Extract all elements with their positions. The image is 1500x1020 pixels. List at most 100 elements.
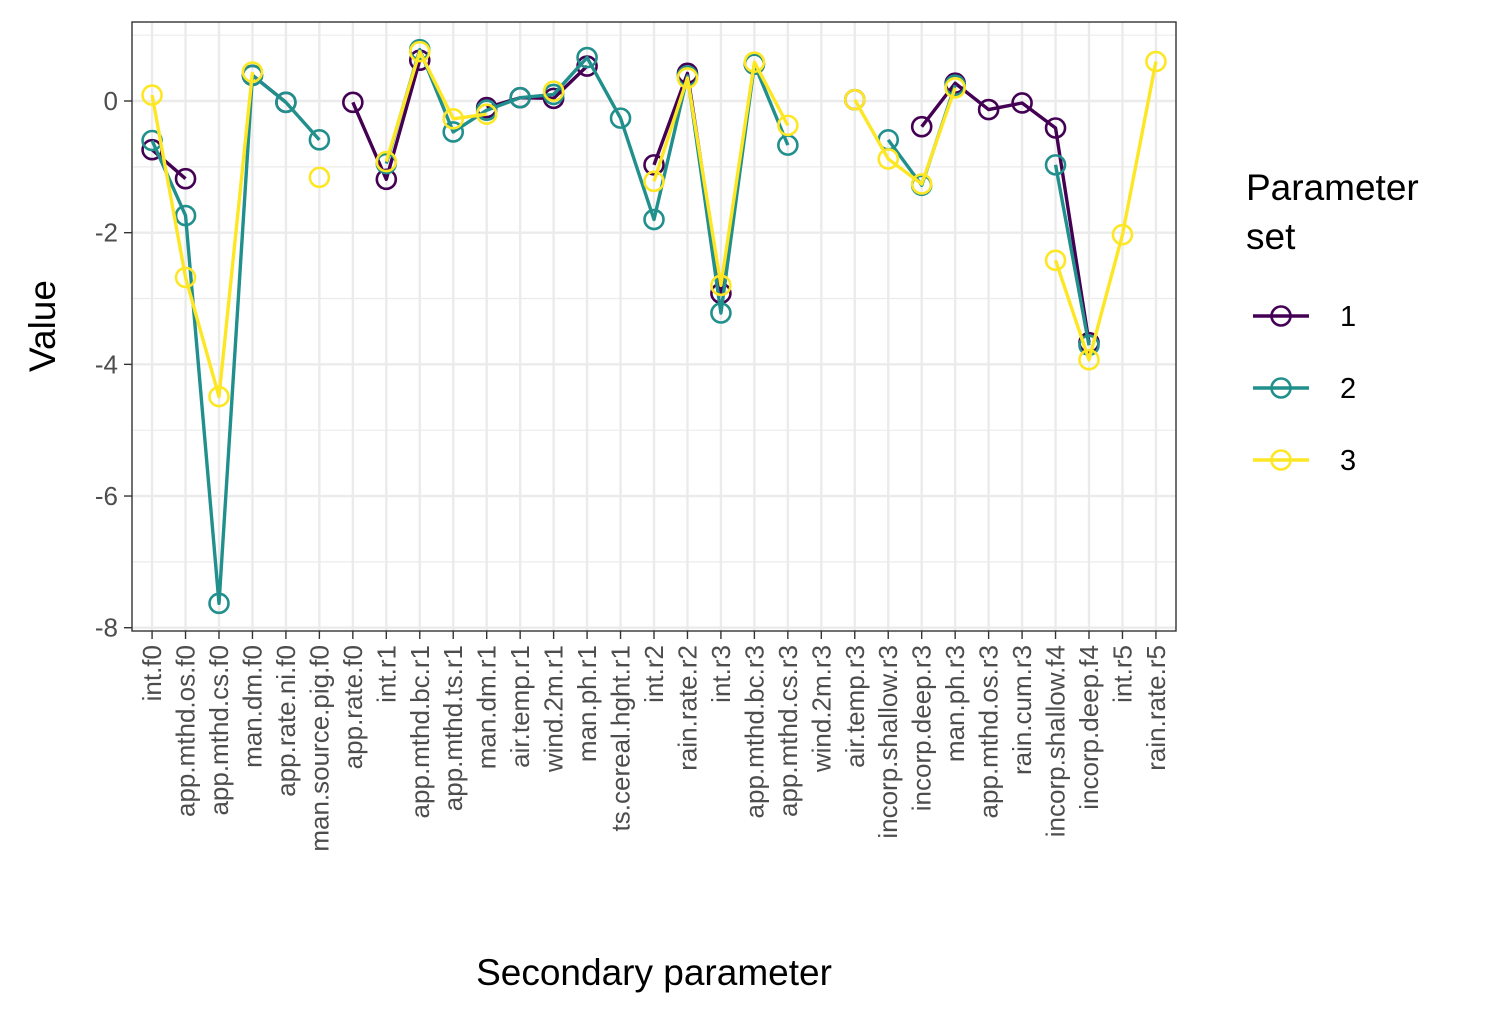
data-point xyxy=(174,167,197,190)
x-tick-label: wind.2m.r3 xyxy=(806,645,836,773)
legend-item: 1 xyxy=(1253,301,1356,333)
data-point xyxy=(576,46,598,69)
x-tick-label: app.rate.f0 xyxy=(338,645,368,769)
x-tick-label: incorp.shallow.f4 xyxy=(1041,645,1071,837)
data-point xyxy=(342,91,364,114)
x-tick-label: air.temp.r3 xyxy=(840,645,870,768)
data-point xyxy=(609,107,632,129)
data-point xyxy=(241,61,264,83)
series-line xyxy=(1053,61,1158,362)
y-tick-label: 0 xyxy=(104,86,118,116)
data-point xyxy=(442,121,465,143)
x-tick-label: app.mthd.os.f0 xyxy=(171,645,201,817)
data-point xyxy=(375,150,398,173)
series-line xyxy=(1053,164,1091,346)
data-point xyxy=(1145,50,1167,73)
legend-label: 3 xyxy=(1340,445,1356,477)
data-point xyxy=(977,98,1000,121)
data-point xyxy=(1011,92,1033,114)
legend: Parameter set 1 2 3 xyxy=(1246,167,1419,477)
data-point xyxy=(275,91,297,114)
legend-key-point xyxy=(1270,305,1292,327)
x-tick-label: wind.2m.r1 xyxy=(539,645,569,773)
data-point xyxy=(475,103,498,125)
data-point xyxy=(174,204,197,227)
y-tick-label: -4 xyxy=(95,349,118,379)
data-point xyxy=(308,129,331,151)
x-tick-label: app.mthd.cs.r3 xyxy=(773,645,803,817)
data-point xyxy=(1078,348,1100,371)
data-point xyxy=(442,107,465,130)
series-line xyxy=(652,60,790,288)
x-tick-label: air.temp.r1 xyxy=(505,645,535,768)
series-line xyxy=(384,47,790,315)
y-tick-label: -2 xyxy=(95,218,118,248)
series-layer xyxy=(141,38,1167,615)
legend-item: 3 xyxy=(1253,445,1356,477)
y-tick-label: -8 xyxy=(95,613,118,643)
data-point xyxy=(208,592,230,615)
legend-label: 2 xyxy=(1340,373,1356,405)
data-point xyxy=(843,88,866,111)
x-tick-label: app.mthd.bc.r3 xyxy=(739,645,769,818)
data-point xyxy=(174,266,197,289)
series-line xyxy=(150,71,255,399)
data-point xyxy=(643,208,665,231)
x-tick-label: incorp.shallow.r3 xyxy=(873,645,903,839)
legend-key-point xyxy=(1270,377,1292,399)
x-tick-label: man.ph.r1 xyxy=(572,645,602,762)
series-line xyxy=(384,49,487,163)
data-point xyxy=(1044,249,1067,272)
data-point xyxy=(944,77,966,99)
x-tick-label: rain.rate.r5 xyxy=(1141,645,1171,771)
data-point xyxy=(676,67,699,89)
x-tick-label: incorp.deep.r3 xyxy=(907,645,937,811)
data-point xyxy=(1111,223,1134,246)
series-3 xyxy=(141,40,1167,408)
legend-key-point xyxy=(1270,449,1292,471)
data-point xyxy=(777,114,799,137)
x-tick-label: int.f0 xyxy=(137,645,167,701)
data-point xyxy=(308,166,331,189)
y-axis-title: Value xyxy=(22,280,63,372)
x-tick-label: man.source.pig.f0 xyxy=(304,645,334,852)
grid-lines xyxy=(132,22,1176,631)
legend-title: Parameter xyxy=(1246,167,1419,208)
x-tick-label: int.r3 xyxy=(706,645,736,703)
series-2 xyxy=(141,38,1100,615)
x-tick-label: man.dm.r1 xyxy=(472,645,502,769)
series-line xyxy=(351,59,422,182)
series-line xyxy=(853,87,957,186)
x-tick-label: man.dm.f0 xyxy=(237,645,267,768)
legend-item: 2 xyxy=(1253,373,1356,405)
x-tick-label: app.mthd.cs.f0 xyxy=(204,645,234,816)
legend-title: set xyxy=(1246,216,1296,257)
data-point xyxy=(910,115,933,138)
x-tick-label: app.rate.ni.f0 xyxy=(271,645,301,797)
data-point xyxy=(1044,117,1067,139)
x-axis-title: Secondary parameter xyxy=(476,952,832,993)
x-tick-label: int.r1 xyxy=(371,645,401,703)
x-tick-label: man.ph.r3 xyxy=(940,645,970,762)
data-point xyxy=(877,148,900,170)
data-point xyxy=(710,274,732,297)
x-tick-label: app.mthd.bc.r1 xyxy=(405,645,435,818)
data-point xyxy=(141,84,163,106)
x-tick-label: app.mthd.os.r3 xyxy=(974,645,1004,818)
x-tick-label: rain.rate.r2 xyxy=(672,645,702,771)
data-point xyxy=(408,40,431,63)
data-point xyxy=(1044,154,1067,176)
data-point xyxy=(643,170,665,193)
data-point xyxy=(643,154,665,176)
x-tick-label: int.r5 xyxy=(1107,645,1137,703)
data-point xyxy=(710,302,732,324)
data-point xyxy=(509,86,531,109)
x-tick-label: incorp.deep.f4 xyxy=(1074,645,1104,810)
x-tick-label: int.r2 xyxy=(639,645,669,703)
x-tick-label: app.mthd.ts.r1 xyxy=(438,645,468,811)
legend-label: 1 xyxy=(1340,301,1356,333)
x-tick-label: ts.cereal.hght.r1 xyxy=(606,645,636,831)
